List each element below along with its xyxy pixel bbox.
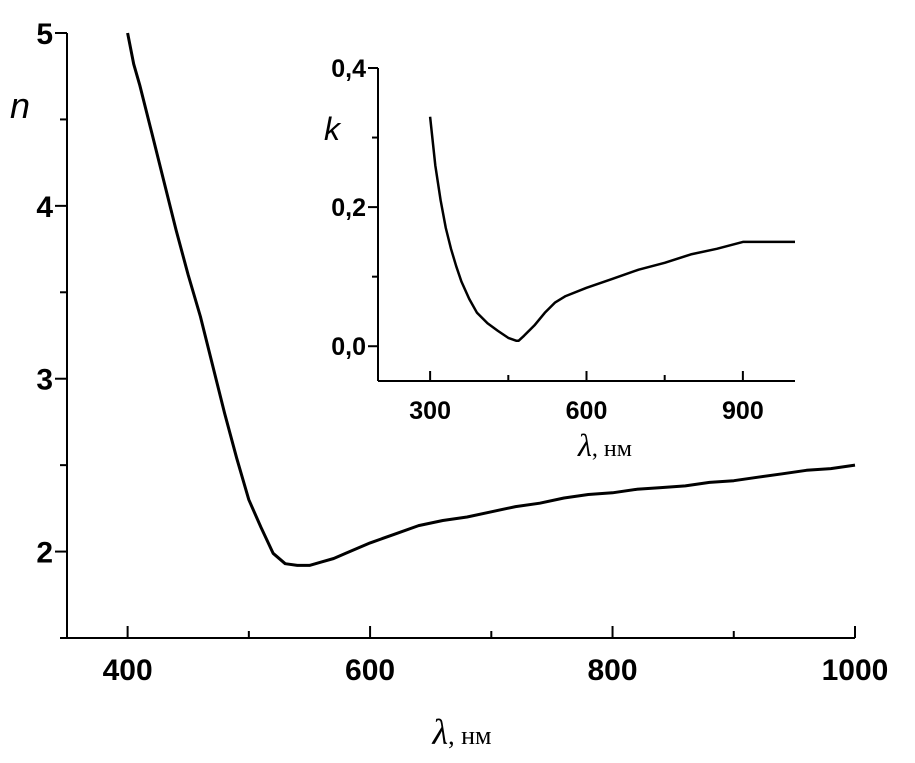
main-x-label-symbol: λ bbox=[432, 712, 449, 752]
main-y-label: n bbox=[10, 85, 30, 126]
inset-x-label-unit: , нм bbox=[592, 436, 632, 462]
inset-y-tick-label: 0,0 bbox=[331, 333, 366, 361]
inset-x-tick-label: 300 bbox=[409, 397, 451, 425]
main-y-tick-label: 2 bbox=[36, 537, 53, 570]
inset-x-label-symbol: λ bbox=[577, 427, 592, 463]
main-n-curve bbox=[126, 32, 856, 567]
main-y-tick-label: 4 bbox=[36, 191, 53, 224]
main-y-tick-label: 5 bbox=[36, 18, 53, 51]
main-x-label: λ, нм bbox=[432, 712, 492, 752]
inset-y-label: k bbox=[324, 111, 342, 147]
main-x-label-unit: , нм bbox=[448, 721, 491, 750]
main-y-tick-label: 3 bbox=[36, 364, 53, 397]
inset-k-curve bbox=[428, 116, 795, 342]
inset-y-tick-label: 0,2 bbox=[331, 194, 366, 222]
main-x-tick-label: 400 bbox=[103, 654, 153, 687]
inset-x-tick-label: 900 bbox=[722, 397, 764, 425]
inset-y-tick-label: 0,4 bbox=[331, 55, 366, 83]
inset-x-label: λ, нм bbox=[577, 427, 632, 463]
inset-plot: 300 600 900 0,0 0,2 0,4 k λ, нм bbox=[324, 55, 795, 463]
main-x-tick-label: 600 bbox=[345, 654, 395, 687]
main-x-tick-label: 800 bbox=[588, 654, 638, 687]
inset-x-tick-label: 600 bbox=[566, 397, 608, 425]
main-x-tick-label: 1000 bbox=[822, 654, 889, 687]
